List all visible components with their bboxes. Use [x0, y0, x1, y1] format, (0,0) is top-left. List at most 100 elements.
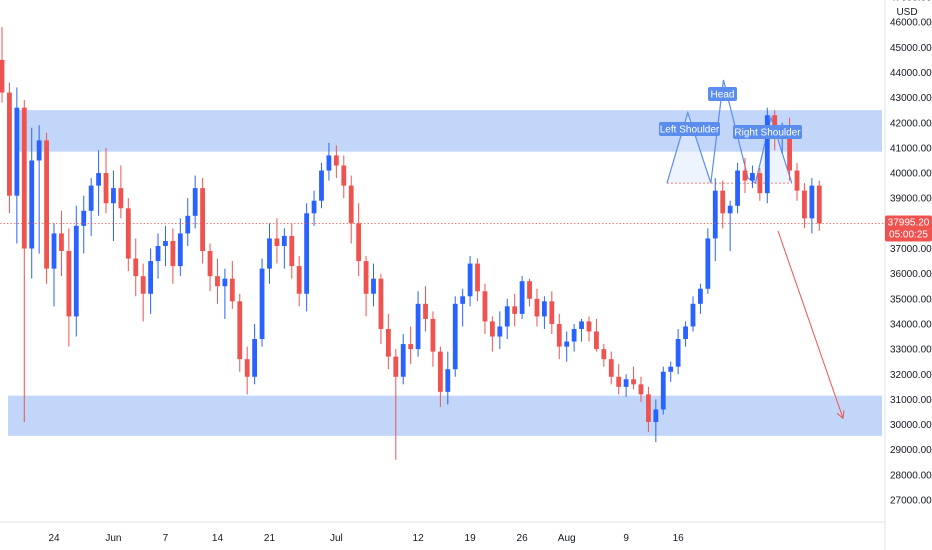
candle — [36, 125, 42, 254]
candle — [653, 399, 659, 443]
candle — [527, 278, 532, 307]
candle — [504, 298, 510, 340]
candle — [497, 311, 503, 350]
candle — [623, 374, 629, 397]
candle-body — [668, 366, 674, 372]
candle — [631, 366, 636, 390]
time-tick-label: 24 — [48, 533, 60, 544]
candle-body — [675, 339, 681, 367]
candle — [44, 132, 49, 284]
candle — [148, 248, 153, 314]
candle — [125, 198, 131, 272]
candle — [660, 366, 666, 415]
candle-body — [720, 190, 726, 214]
candle-body — [21, 107, 27, 249]
right-shoulder-fill — [755, 117, 792, 184]
candle-body — [549, 301, 555, 324]
candle-body — [237, 301, 243, 360]
candle — [133, 238, 139, 297]
candle-body — [296, 266, 302, 294]
candle-body — [586, 321, 592, 332]
candle — [59, 210, 64, 277]
time-axis[interactable]: 24 Jun 7 14 21 Jul 12 19 26 Aug 9 16 — [48, 533, 684, 544]
candle-body — [631, 379, 636, 385]
projection-arrowhead — [836, 410, 845, 420]
candle-body — [430, 318, 436, 352]
candle-body — [356, 223, 362, 262]
candle-body — [289, 235, 295, 267]
candle — [437, 346, 443, 407]
projection-arrow — [777, 230, 844, 419]
candle — [452, 296, 458, 377]
candle — [177, 218, 183, 277]
candle-body — [140, 276, 146, 294]
candle-body — [281, 235, 287, 246]
candle-body — [408, 344, 414, 350]
candle-body — [564, 341, 570, 347]
candle-body — [7, 92, 12, 196]
candle-body — [437, 351, 443, 392]
candle — [698, 283, 703, 314]
candle-body — [816, 185, 822, 224]
candle-body — [51, 233, 57, 269]
candle-body — [96, 173, 101, 186]
svg-text:Head: Head — [711, 90, 735, 101]
candle — [215, 258, 220, 304]
candle-body — [333, 155, 339, 166]
candle-body — [594, 331, 599, 350]
time-tick-label: Jun — [105, 533, 121, 544]
left-shoulder-label: Left Shoulder — [659, 122, 720, 136]
candle-body — [207, 251, 213, 277]
candle-body — [222, 278, 228, 287]
candle — [192, 175, 198, 229]
candle-body — [341, 165, 347, 186]
candle — [259, 258, 265, 347]
price-tick-label: 33000.00 — [890, 345, 932, 356]
candle — [304, 203, 310, 312]
time-tick-label: 12 — [413, 533, 425, 544]
time-tick-label: 14 — [212, 533, 224, 544]
candle-body — [304, 213, 310, 294]
candle — [735, 162, 740, 214]
candle — [185, 198, 191, 246]
candle — [363, 256, 369, 317]
candle-body — [579, 321, 584, 329]
candle-body — [29, 160, 35, 249]
candle-body — [460, 296, 466, 304]
candle — [378, 273, 384, 345]
candle-body — [809, 185, 815, 219]
candle — [81, 195, 87, 254]
price-tick-label: 35000.00 — [890, 294, 932, 305]
price-tick-label: 32000.00 — [890, 370, 932, 381]
price-tick-label: 45000.00 — [890, 43, 932, 54]
candle-body — [504, 306, 510, 327]
candle — [393, 349, 399, 460]
candle — [356, 203, 362, 277]
candle — [163, 225, 168, 267]
candle-body — [690, 303, 696, 327]
candle-body — [215, 276, 220, 287]
candle-body — [616, 376, 622, 387]
candle-body — [482, 291, 488, 322]
price-axis[interactable]: 27000.00 28000.00 29000.00 30000.00 31000.00… — [890, 0, 932, 507]
svg-text:Left Shoulder: Left Shoulder — [660, 125, 720, 136]
candle — [512, 293, 518, 327]
candle-body — [125, 208, 131, 259]
candle — [311, 190, 317, 226]
candle — [750, 165, 755, 189]
candle-body — [229, 278, 235, 302]
candle-body — [452, 303, 458, 370]
candle-body — [698, 288, 703, 304]
price-tick-label: 46000.00 — [890, 18, 932, 29]
candle-body — [794, 170, 800, 191]
candle — [252, 323, 258, 385]
candle — [519, 276, 525, 319]
candle — [809, 178, 815, 234]
candle — [467, 256, 473, 307]
candle-body — [735, 170, 740, 206]
candle-body — [660, 371, 666, 410]
candle — [333, 145, 339, 179]
candle-body — [601, 349, 607, 360]
candle — [586, 316, 592, 342]
